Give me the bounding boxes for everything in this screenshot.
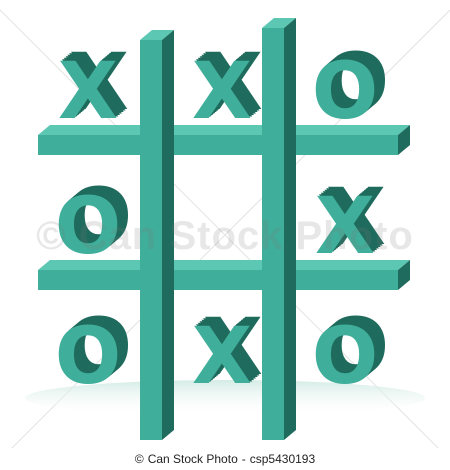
svg-text:X: X <box>192 312 252 402</box>
svg-text:O: O <box>64 305 130 395</box>
svg-text:O: O <box>317 43 383 133</box>
horizontal-bar-top <box>38 125 410 155</box>
image-credit: © Can Stock Photo - csp5430193 <box>0 448 450 470</box>
svg-text:X: X <box>319 179 379 269</box>
svg-text:X: X <box>326 173 386 263</box>
svg-text:X: X <box>199 306 259 396</box>
svg-text:O: O <box>58 309 124 399</box>
svg-text:O: O <box>60 178 126 268</box>
watermark-lines <box>0 9 450 451</box>
svg-text:X: X <box>201 40 261 130</box>
svg-text:X: X <box>62 44 122 134</box>
svg-text:O: O <box>319 41 385 131</box>
svg-text:X: X <box>201 305 261 395</box>
svg-text:O: O <box>66 173 132 263</box>
svg-text:X: X <box>324 175 384 265</box>
svg-text:X: X <box>63 43 123 133</box>
svg-text:X: X <box>196 309 256 399</box>
svg-text:O: O <box>321 40 387 130</box>
svg-text:O: O <box>315 44 381 134</box>
svg-text:X: X <box>192 47 252 137</box>
svg-text:X: X <box>194 46 254 136</box>
vertical-bar-right <box>262 18 296 440</box>
svg-text:O: O <box>312 47 378 137</box>
svg-text:O: O <box>323 38 389 128</box>
grid-horizontal-bars <box>38 125 410 290</box>
svg-text:X: X <box>197 43 257 133</box>
svg-text:O: O <box>62 306 128 396</box>
svg-text:X: X <box>317 181 377 271</box>
credit-image-code: csp5430193 <box>249 452 316 466</box>
svg-text:X: X <box>203 303 263 393</box>
svg-text:O: O <box>57 311 123 401</box>
svg-text:O: O <box>55 312 121 402</box>
svg-text:O: O <box>314 46 380 136</box>
svg-text:O: O <box>62 176 128 266</box>
svg-text:X: X <box>322 176 382 266</box>
svg-text:X: X <box>196 44 256 134</box>
credit-separator: - <box>241 452 246 466</box>
svg-text:O: O <box>314 311 380 401</box>
svg-text:X: X <box>203 38 263 128</box>
svg-text:O: O <box>55 182 121 272</box>
svg-text:X: X <box>65 41 125 131</box>
svg-text:O: O <box>66 303 132 393</box>
svg-text:O: O <box>321 305 387 395</box>
svg-text:X: X <box>67 40 127 130</box>
svg-text:X: X <box>199 41 259 131</box>
svg-text:O: O <box>64 175 130 265</box>
vertical-bar-left <box>140 30 174 440</box>
svg-text:X: X <box>315 182 375 272</box>
svg-text:X: X <box>60 46 120 136</box>
svg-text:X: X <box>320 178 380 268</box>
svg-text:O: O <box>323 303 389 393</box>
svg-text:O: O <box>317 308 383 398</box>
horizontal-bar-bottom <box>38 260 410 290</box>
svg-text:X: X <box>69 38 129 128</box>
grid-vertical-bars <box>140 18 296 440</box>
svg-text:O: O <box>315 309 381 399</box>
svg-text:X: X <box>194 311 254 401</box>
svg-text:X: X <box>58 47 118 137</box>
svg-text:O: O <box>319 306 385 396</box>
credit-brand: Can Stock Photo <box>147 452 238 466</box>
svg-text:X: X <box>197 308 257 398</box>
svg-text:O: O <box>60 308 126 398</box>
floor-shadow <box>25 380 425 416</box>
svg-text:O: O <box>57 181 123 271</box>
copyright-symbol: © <box>134 452 144 466</box>
svg-text:O: O <box>312 312 378 402</box>
svg-text:O: O <box>58 179 124 269</box>
